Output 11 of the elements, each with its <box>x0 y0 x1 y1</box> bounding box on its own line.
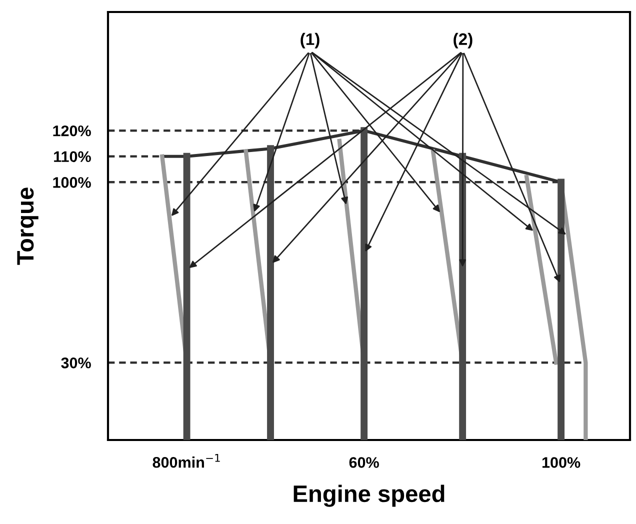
y-tick-label: 100% <box>53 177 91 188</box>
y-axis-title: Torque <box>17 188 38 265</box>
y-tick-label: 30% <box>61 358 91 368</box>
x-axis-title: Engine speed <box>294 484 444 507</box>
y-tick-label: 110% <box>54 151 91 162</box>
x-tick-label: 100% <box>542 457 580 468</box>
annotation: (1) <box>300 32 320 48</box>
annotation: (2) <box>454 32 472 48</box>
x-tick-label: 800min$^{−1}$ <box>152 454 220 468</box>
y-tick-label: 120% <box>53 125 91 136</box>
x-tick-label: 60% <box>349 457 379 468</box>
